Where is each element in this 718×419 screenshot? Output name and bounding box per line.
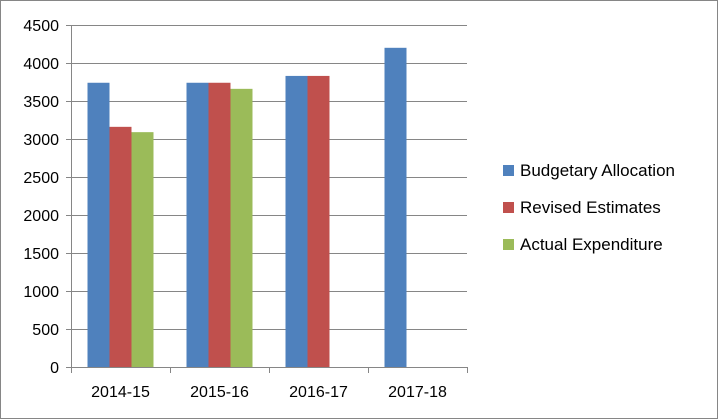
bar — [384, 47, 407, 368]
x-tick-label: 2016-17 — [289, 384, 348, 401]
axes: 0 500 1000 1500 2000 2500 3000 3500 4000 4500 2014… — [23, 18, 468, 401]
bars — [87, 47, 407, 368]
bar — [230, 88, 253, 367]
x-tick-label: 2014-15 — [91, 384, 150, 401]
legend-label: Actual Expenditure — [520, 235, 663, 254]
bar — [285, 75, 308, 368]
x-tick-label: 2017-18 — [388, 384, 447, 401]
legend-swatch — [503, 202, 514, 213]
y-tick-label: 2500 — [23, 170, 59, 187]
y-tick-label: 3000 — [23, 132, 59, 149]
y-tick-label: 4000 — [23, 56, 59, 73]
bar — [307, 75, 330, 368]
bar — [208, 82, 231, 367]
bar — [186, 82, 209, 367]
legend-swatch — [503, 239, 514, 250]
legend-swatch — [503, 165, 514, 176]
bar — [87, 82, 110, 367]
y-tick-label: 0 — [50, 360, 59, 377]
bar — [131, 132, 154, 367]
y-tick-label: 500 — [32, 322, 59, 339]
y-tick-label: 3500 — [23, 94, 59, 111]
legend-label: Revised Estimates — [520, 198, 661, 217]
y-tick-label: 1000 — [23, 284, 59, 301]
legend: Budgetary Allocation Revised Estimates Act… — [503, 161, 675, 254]
legend-label: Budgetary Allocation — [520, 161, 675, 180]
y-tick-label: 1500 — [23, 246, 59, 263]
y-tick-label: 4500 — [23, 18, 59, 35]
y-tick-label: 2000 — [23, 208, 59, 225]
bar — [109, 126, 132, 367]
x-tick-label: 2015-16 — [190, 384, 249, 401]
